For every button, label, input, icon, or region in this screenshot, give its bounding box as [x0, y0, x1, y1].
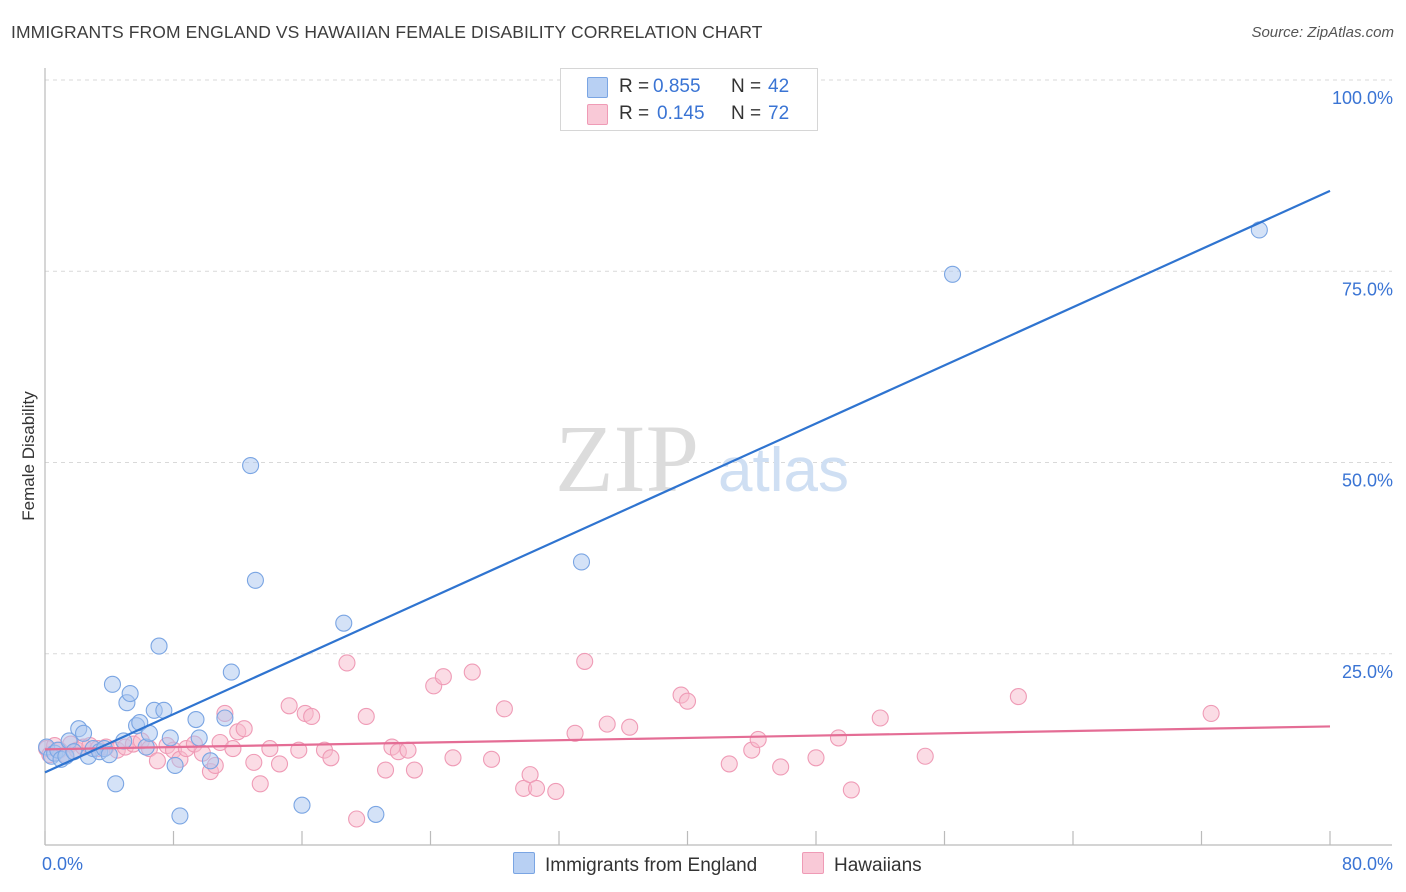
hawaiians-points	[38, 652, 1220, 828]
y-tick-label-75: 75.0%	[1342, 279, 1393, 299]
hawaiians-point	[463, 663, 481, 681]
y-tick-label-50: 50.0%	[1342, 471, 1393, 491]
england-point	[161, 729, 179, 747]
chart-title: IMMIGRANTS FROM ENGLAND VS HAWAIIAN FEMA…	[11, 22, 763, 42]
hawaiians-point	[621, 718, 639, 736]
hawaiians-legend-swatch	[802, 852, 824, 874]
england-swatch	[587, 77, 608, 98]
england-trend-line	[44, 189, 1331, 774]
hawaiians-point	[261, 740, 279, 758]
england-point	[293, 796, 311, 814]
england-point	[187, 710, 205, 729]
england-point	[201, 752, 219, 770]
legend-item-hawaiians[interactable]: Hawaiians	[802, 852, 922, 877]
hawaiians-point	[338, 654, 356, 672]
england-point	[242, 457, 260, 475]
hawaiians-point	[1009, 688, 1027, 706]
y-tick-label-25: 25.0%	[1342, 662, 1393, 682]
hawaiians-point	[566, 724, 584, 742]
england-point	[216, 709, 234, 727]
hawaiians-point	[348, 810, 366, 828]
n-value-hawaiians: 72	[768, 103, 790, 124]
england-point	[943, 265, 962, 283]
england-point	[572, 553, 591, 571]
hawaiians-point	[303, 707, 321, 726]
england-point	[222, 663, 240, 681]
legend-label-england: Immigrants from England	[545, 855, 758, 876]
hawaiians-point	[916, 747, 934, 765]
hawaiians-point	[224, 740, 242, 758]
n-label: N =	[731, 103, 762, 124]
england-point	[171, 807, 189, 825]
england-point	[150, 637, 168, 655]
watermark-atlas: atlas	[718, 436, 849, 505]
x-tick-label-min: 0.0%	[42, 854, 83, 874]
hawaiians-point	[235, 720, 253, 738]
hawaiians-point	[527, 779, 546, 797]
hawaiians-point	[290, 741, 308, 759]
england-point	[335, 614, 353, 632]
legend-label-hawaiians: Hawaiians	[834, 855, 922, 876]
n-value-england: 42	[768, 76, 790, 97]
watermark-zip: ZIP	[555, 405, 699, 512]
england-point	[190, 729, 208, 747]
hawaiians-point	[871, 709, 889, 727]
r-label: R =	[619, 76, 650, 97]
england-point	[75, 724, 93, 742]
hawaiians-point	[842, 781, 860, 799]
hawaiians-point	[148, 752, 166, 770]
source-credit: Source: ZipAtlas.com	[1251, 24, 1394, 41]
axes	[44, 68, 1392, 846]
england-point	[166, 756, 184, 774]
hawaiians-point	[245, 753, 263, 771]
england-points	[38, 221, 1268, 825]
england-legend-swatch	[513, 852, 535, 874]
hawaiians-point	[772, 758, 790, 776]
england-point	[100, 746, 118, 764]
tick-labels: 25.0% 50.0% 75.0% 100.0% 0.0% 80.0%	[42, 88, 1393, 874]
england-point	[107, 775, 125, 793]
r-value-hawaiians: 0.145	[657, 103, 705, 124]
watermark: ZIP atlas	[555, 405, 849, 512]
england-point	[103, 675, 122, 693]
hawaiians-point	[521, 766, 539, 784]
hawaiians-swatch	[587, 104, 608, 125]
hawaiians-point	[547, 782, 565, 801]
stats-legend: R = 0.855 N = 42 R = 0.145 N = 72	[560, 68, 818, 131]
england-point	[367, 805, 385, 823]
hawaiians-point	[482, 750, 501, 768]
trend-lines	[44, 189, 1331, 774]
hawaiians-point	[434, 668, 452, 686]
legend-item-england[interactable]: Immigrants from England	[513, 852, 757, 877]
hawaiians-point	[376, 761, 395, 779]
hawaiians-point	[251, 775, 269, 793]
hawaiians-point	[829, 729, 848, 747]
hawaiians-point	[280, 697, 298, 715]
y-tick-label-100: 100.0%	[1332, 88, 1393, 108]
hawaiians-point	[598, 715, 616, 733]
hawaiians-point	[270, 755, 289, 773]
hawaiians-point	[720, 755, 738, 773]
hawaiians-point	[749, 730, 767, 748]
r-label: R =	[619, 103, 650, 124]
r-value-england: 0.855	[653, 76, 701, 97]
hawaiians-point	[576, 652, 594, 670]
x-tick-label-max: 80.0%	[1342, 854, 1393, 874]
hawaiians-point	[807, 749, 825, 767]
england-point	[246, 571, 264, 589]
hawaiians-point	[405, 761, 423, 779]
hawaiians-point	[399, 741, 417, 759]
hawaiians-point	[678, 692, 697, 710]
gridlines	[45, 79, 1392, 655]
hawaiians-point	[444, 749, 462, 767]
hawaiians-trend-line	[44, 725, 1331, 751]
england-point	[121, 684, 139, 703]
hawaiians-point	[1202, 704, 1220, 722]
n-label: N =	[731, 76, 762, 97]
y-axis-label: Female Disability	[19, 391, 38, 521]
hawaiians-point	[357, 707, 375, 726]
hawaiians-point	[322, 749, 340, 767]
hawaiians-point	[495, 700, 513, 718]
